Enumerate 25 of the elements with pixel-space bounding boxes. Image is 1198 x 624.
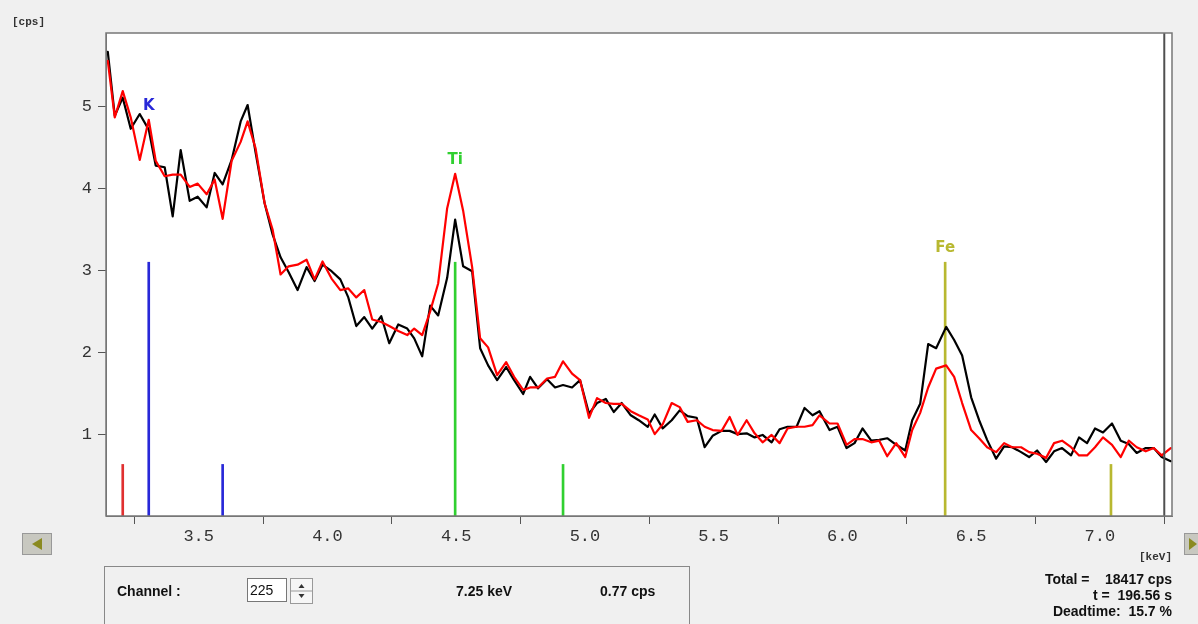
text: 225 <box>247 578 287 602</box>
x-axis-title: [keV] <box>1138 550 1172 563</box>
annotation: K <box>142 95 156 114</box>
x-tick-label: 3.5 <box>183 526 214 546</box>
x-tick-label: 5.0 <box>569 526 601 546</box>
annotation: Ti <box>447 149 463 168</box>
y-axis-title: [cps] <box>12 15 46 28</box>
y-tick-label: 2 <box>81 342 92 362</box>
y-tick-label: 4 <box>81 179 92 199</box>
x-tick-label: 4.0 <box>312 526 343 546</box>
text: Channel : <box>117 583 181 599</box>
x-tick-label: 5.5 <box>698 526 729 546</box>
y-tick-label: 1 <box>81 424 92 444</box>
x-tick-label: 4.5 <box>440 526 472 546</box>
y-tick-label: 3 <box>81 260 92 280</box>
annotation: Fe <box>935 238 956 257</box>
x-tick-label: 6.5 <box>955 526 987 546</box>
text: t = 196.56 s <box>1092 587 1172 603</box>
text: Total = 18417 cps <box>1045 571 1172 587</box>
text: 7.25 keV <box>456 583 513 599</box>
text: 0.77 cps <box>600 583 656 599</box>
y-tick-label: 5 <box>81 97 92 117</box>
x-tick-label: 7.0 <box>1084 526 1116 546</box>
text: Deadtime: 15.7 % <box>1052 603 1172 619</box>
x-tick-label: 6.0 <box>827 526 858 546</box>
